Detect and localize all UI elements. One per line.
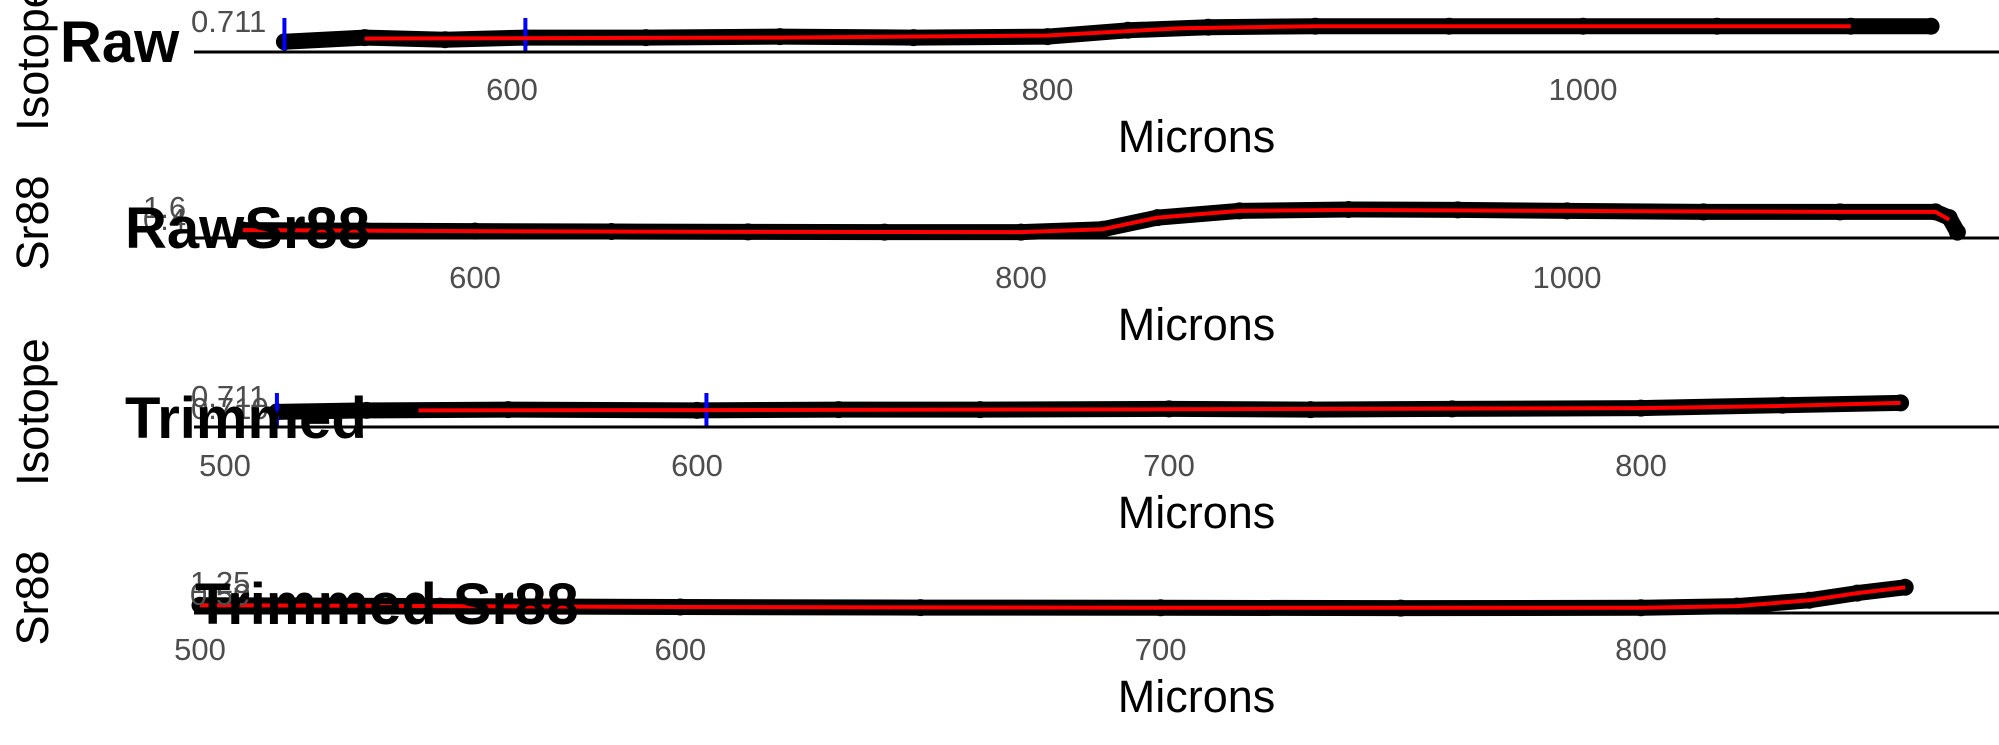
x-tick-label: 500 <box>174 632 226 667</box>
x-tick-label: 800 <box>995 260 1047 295</box>
y-tick-label: 1.6 <box>143 190 186 225</box>
x-tick-label: 800 <box>1022 72 1074 107</box>
panel-raw: 600 800 1000 0.711 Microns Isotope Raw <box>7 0 1999 162</box>
y-axis-title: Sr88 <box>7 550 58 645</box>
x-tick-label: 600 <box>449 260 501 295</box>
panel-trimmed-sr88: 500 600 700 800 1.250.50 Microns Sr88 Trimmed S… <box>7 550 1999 722</box>
y-tick-label: 0.711 <box>191 379 266 414</box>
panel-title: Trimmed <box>125 386 367 451</box>
y-axis-title: Isotope <box>7 0 58 131</box>
data-point <box>1948 223 1966 241</box>
y-tick-label: 0.710 <box>191 391 269 426</box>
x-tick-label: 600 <box>671 448 723 483</box>
data-point <box>358 401 376 419</box>
x-tick-label: 700 <box>1143 448 1195 483</box>
y-tick-label: 1.25 <box>190 565 250 600</box>
x-tick-label: 500 <box>199 448 251 483</box>
y-axis-title: Sr88 <box>7 175 58 270</box>
smooth-fit-line <box>242 207 1951 235</box>
x-tick-label: 1000 <box>1549 72 1618 107</box>
smooth-fit-line <box>364 24 1851 41</box>
smooth-fit-line <box>199 585 1906 610</box>
x-axis-title: Microns <box>1118 487 1276 538</box>
x-tick-label: 800 <box>1615 448 1667 483</box>
x-tick-label: 700 <box>1135 632 1187 667</box>
y-tick-label: 0.4 <box>143 202 186 237</box>
x-axis-title: Microns <box>1118 111 1276 162</box>
x-tick-label: 600 <box>654 632 706 667</box>
x-tick-label: 600 <box>486 72 538 107</box>
data-point <box>1922 17 1940 35</box>
y-tick-label: 0.711 <box>191 4 266 39</box>
panel-title: Trimmed Sr88 <box>195 572 579 637</box>
x-axis-title: Microns <box>1118 671 1276 722</box>
panel-title: RawSr88 <box>125 196 370 261</box>
smooth-fit-line <box>418 400 1901 413</box>
x-axis-title: Microns <box>1118 299 1276 350</box>
panel-raw-sr88: 600 800 1000 1.60.4 Microns Sr88 RawSr88 <box>7 175 1999 350</box>
y-axis-title: Isotope <box>7 338 58 486</box>
x-tick-label: 800 <box>1615 632 1667 667</box>
panel-title: Raw <box>60 10 180 75</box>
x-tick-label: 1000 <box>1533 260 1602 295</box>
y-tick-label: 0.50 <box>190 577 250 612</box>
